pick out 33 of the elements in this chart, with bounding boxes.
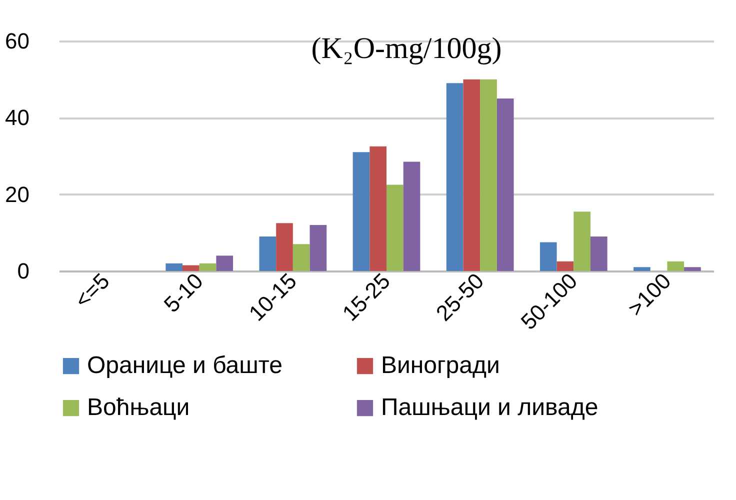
y-tick-label: 40 [5,105,30,130]
bar [556,261,574,271]
bar [684,267,701,271]
bar [574,212,590,271]
bar [292,244,310,271]
bar [590,236,608,271]
y-tick-label: 60 [5,28,30,54]
bar [403,162,420,271]
bar [386,184,404,271]
bar [496,98,514,271]
bar [182,265,200,271]
bar [166,263,183,271]
bar [446,83,464,271]
bar [480,79,497,271]
bar [370,146,386,271]
bar [216,256,234,271]
bar [310,225,327,271]
legend-label: Оранице и баште [87,352,282,379]
bar [352,152,370,271]
bar [199,263,216,271]
bar [634,267,650,271]
bar [540,242,557,271]
y-tick-label: 0 [17,258,30,284]
bar [667,261,684,271]
x-tick-label: <=5 [70,268,114,313]
bar [259,236,276,271]
legend-label: Воћњаци [87,394,190,421]
y-tick-label: 20 [5,182,30,207]
legend-label: Пашњаци и ливаде [381,394,598,421]
legend-label: Виногради [381,352,500,379]
bar [463,79,480,271]
chart-title: (K₂O-mg/100g) [311,32,502,65]
bar [276,223,293,271]
